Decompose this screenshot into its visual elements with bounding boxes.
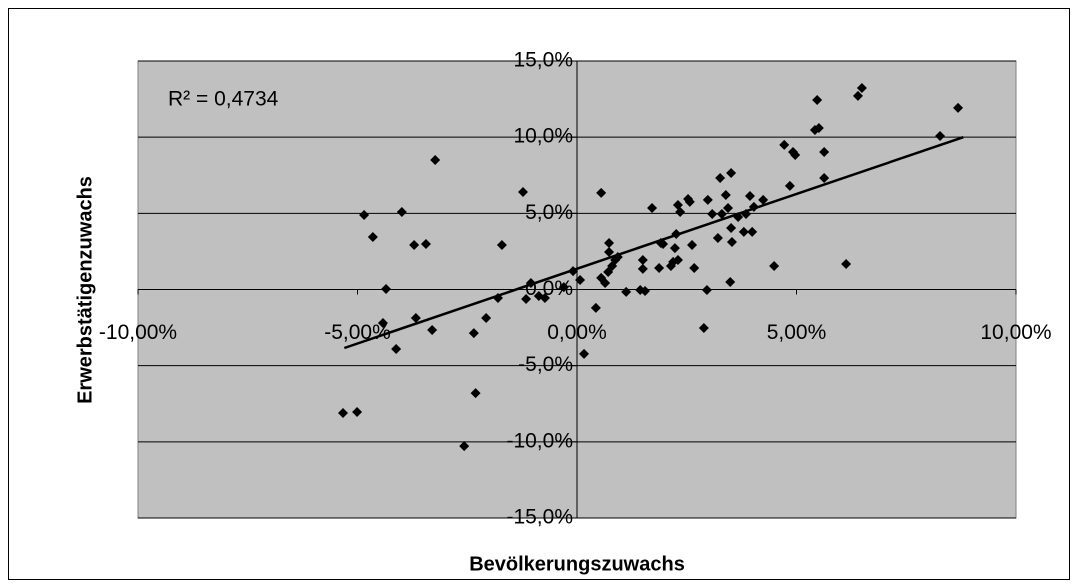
point bbox=[687, 240, 698, 251]
point bbox=[712, 233, 723, 244]
point bbox=[779, 139, 790, 150]
point bbox=[640, 286, 651, 297]
point bbox=[784, 180, 795, 191]
point bbox=[790, 149, 801, 160]
point bbox=[812, 94, 823, 105]
point bbox=[427, 325, 438, 336]
y-tick-label: 10,0% bbox=[513, 125, 573, 148]
point bbox=[352, 406, 363, 417]
y-tick-label: 15,0% bbox=[513, 49, 573, 72]
point bbox=[744, 190, 755, 201]
point bbox=[669, 243, 680, 254]
point bbox=[558, 282, 569, 293]
point bbox=[726, 236, 737, 247]
point bbox=[841, 259, 852, 270]
point bbox=[468, 328, 479, 339]
y-axis-title: Erwerbstätigenzuwachs bbox=[74, 176, 96, 404]
point bbox=[338, 408, 349, 419]
point bbox=[723, 203, 734, 214]
point bbox=[637, 254, 648, 265]
point bbox=[654, 263, 665, 274]
point bbox=[391, 344, 402, 355]
point bbox=[496, 240, 507, 251]
point bbox=[459, 441, 470, 452]
point bbox=[698, 323, 709, 334]
point bbox=[381, 284, 392, 295]
point bbox=[702, 194, 713, 205]
point bbox=[377, 318, 388, 329]
point bbox=[612, 252, 623, 263]
x-axis-title: Bevölkerungszuwachs bbox=[469, 553, 685, 575]
point bbox=[819, 146, 830, 157]
point bbox=[637, 263, 648, 274]
x-tick-label: 10,00% bbox=[980, 321, 1051, 344]
point bbox=[813, 123, 824, 134]
point bbox=[600, 277, 611, 288]
y-tick-label: 5,0% bbox=[525, 201, 573, 224]
point bbox=[621, 286, 632, 297]
point bbox=[539, 293, 550, 304]
point bbox=[430, 155, 441, 166]
point bbox=[647, 203, 658, 214]
point bbox=[707, 208, 718, 219]
point bbox=[689, 263, 700, 274]
trendline bbox=[343, 135, 964, 350]
point bbox=[672, 254, 683, 265]
point bbox=[758, 194, 769, 205]
y-tick-label: -15,0% bbox=[506, 506, 573, 529]
y-tick-label: -10,0% bbox=[506, 429, 573, 452]
point bbox=[747, 226, 758, 237]
x-tick-label: -10,00% bbox=[99, 321, 177, 344]
point bbox=[738, 226, 749, 237]
point bbox=[675, 206, 686, 217]
point bbox=[481, 312, 492, 323]
point bbox=[701, 284, 712, 295]
point bbox=[684, 196, 695, 207]
point bbox=[726, 222, 737, 233]
r-squared: R² = 0,4734 bbox=[168, 88, 279, 111]
point bbox=[604, 238, 615, 249]
point bbox=[396, 206, 407, 217]
point bbox=[715, 172, 726, 183]
point bbox=[856, 82, 867, 93]
point bbox=[726, 167, 737, 178]
point bbox=[410, 312, 421, 323]
x-tick-label: 5,00% bbox=[767, 321, 827, 344]
point bbox=[579, 348, 590, 359]
point bbox=[409, 240, 420, 251]
point bbox=[518, 187, 529, 198]
point bbox=[725, 277, 736, 288]
point bbox=[819, 172, 830, 183]
point bbox=[470, 388, 481, 399]
point bbox=[367, 231, 378, 242]
point bbox=[604, 247, 615, 258]
point bbox=[420, 238, 431, 249]
point bbox=[575, 275, 586, 286]
point bbox=[596, 187, 607, 198]
point bbox=[935, 130, 946, 141]
point bbox=[521, 293, 532, 304]
point bbox=[953, 102, 964, 113]
point bbox=[590, 302, 601, 313]
point bbox=[720, 190, 731, 201]
point bbox=[769, 261, 780, 272]
point bbox=[852, 90, 863, 101]
y-tick-label: -5,0% bbox=[518, 353, 573, 376]
point bbox=[716, 208, 727, 219]
point bbox=[359, 210, 370, 221]
